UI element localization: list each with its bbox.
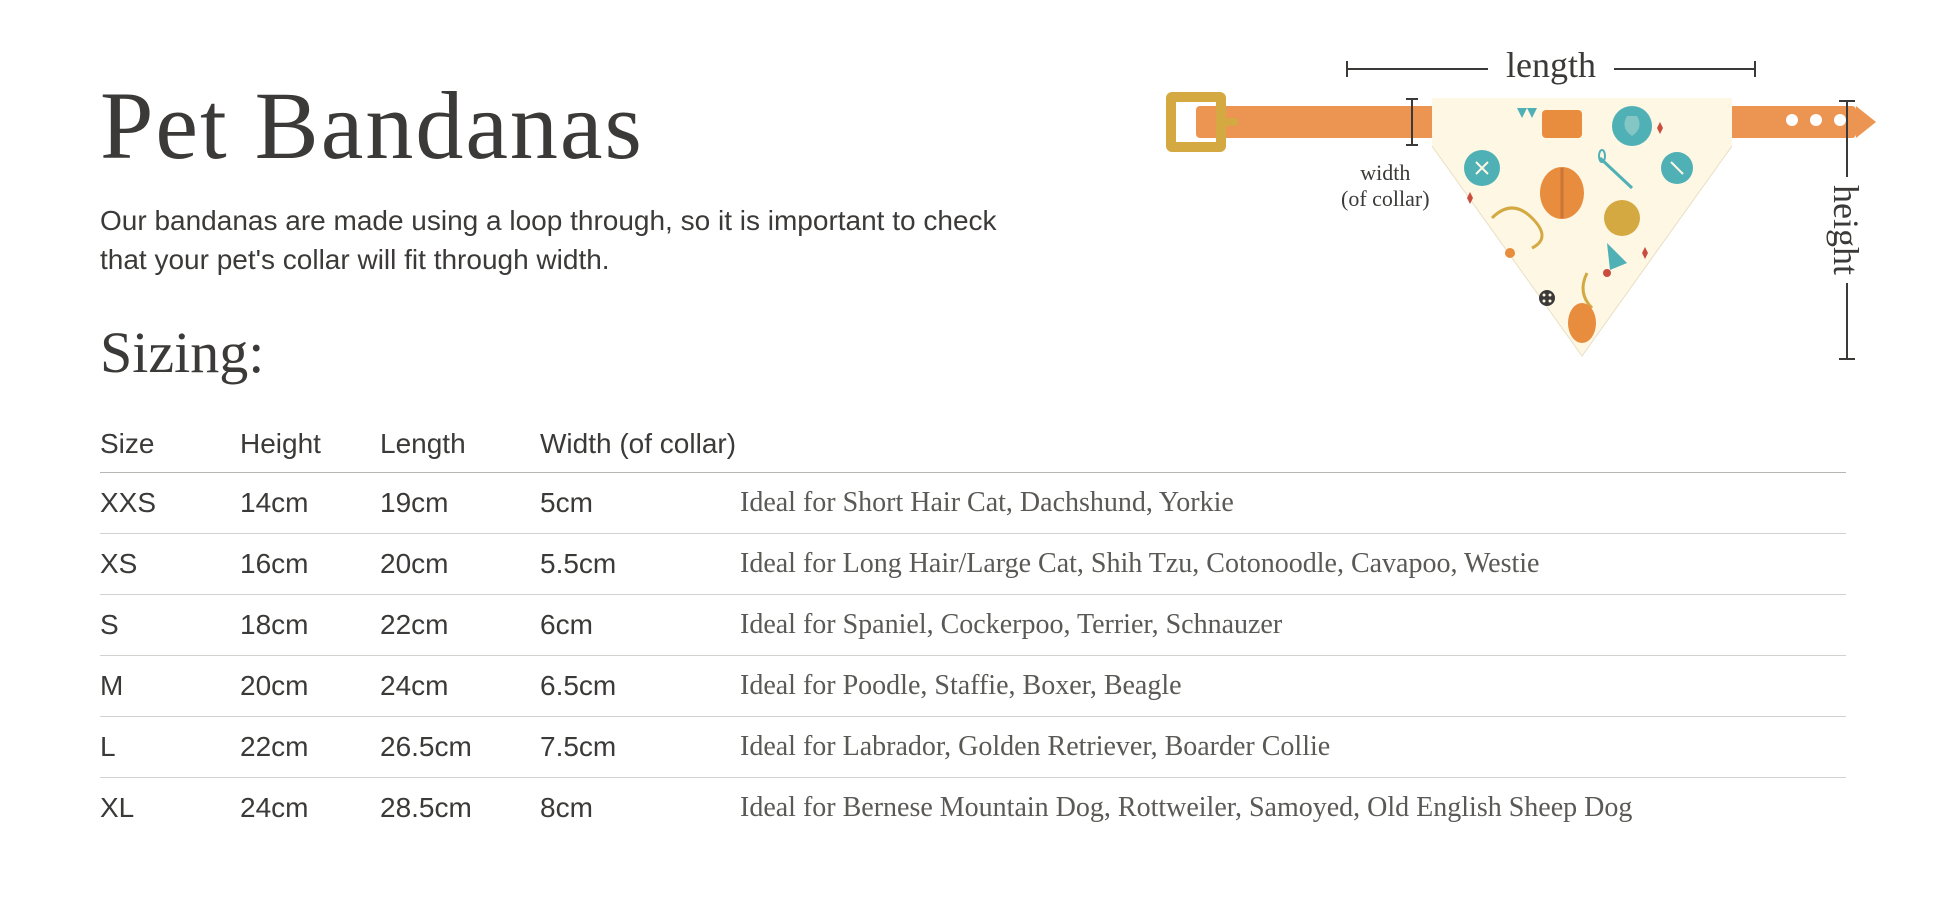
cell-ideal: Ideal for Short Hair Cat, Dachshund, Yor… bbox=[740, 473, 1846, 534]
table-row: XXS14cm19cm5cmIdeal for Short Hair Cat, … bbox=[100, 473, 1846, 534]
cell-length: 26.5cm bbox=[380, 717, 540, 778]
cell-width: 5cm bbox=[540, 473, 740, 534]
cell-width: 6.5cm bbox=[540, 656, 740, 717]
table-header-row: Size Height Length Width (of collar) bbox=[100, 416, 1846, 473]
cell-length: 28.5cm bbox=[380, 778, 540, 839]
cell-width: 7.5cm bbox=[540, 717, 740, 778]
cell-size: M bbox=[100, 656, 240, 717]
width-label: width (of collar) bbox=[1341, 160, 1430, 213]
table-row: M20cm24cm6.5cmIdeal for Poodle, Staffie,… bbox=[100, 656, 1846, 717]
table-row: XL24cm28.5cm8cmIdeal for Bernese Mountai… bbox=[100, 778, 1846, 839]
cell-ideal: Ideal for Long Hair/Large Cat, Shih Tzu,… bbox=[740, 534, 1846, 595]
buckle-icon bbox=[1166, 92, 1226, 152]
table-row: S18cm22cm6cmIdeal for Spaniel, Cockerpoo… bbox=[100, 595, 1846, 656]
cell-width: 5.5cm bbox=[540, 534, 740, 595]
cell-height: 20cm bbox=[240, 656, 380, 717]
table-row: XS16cm20cm5.5cmIdeal for Long Hair/Large… bbox=[100, 534, 1846, 595]
cell-length: 20cm bbox=[380, 534, 540, 595]
cell-width: 6cm bbox=[540, 595, 740, 656]
cell-width: 8cm bbox=[540, 778, 740, 839]
col-header-size: Size bbox=[100, 416, 240, 473]
cell-height: 16cm bbox=[240, 534, 380, 595]
cell-size: S bbox=[100, 595, 240, 656]
bandana-illustration: length width (of collar) bbox=[1166, 30, 1886, 380]
length-indicator: length bbox=[1346, 48, 1756, 90]
cell-height: 14cm bbox=[240, 473, 380, 534]
col-header-height: Height bbox=[240, 416, 380, 473]
sizing-table: Size Height Length Width (of collar) XXS… bbox=[100, 416, 1846, 838]
cell-size: L bbox=[100, 717, 240, 778]
cell-size: XS bbox=[100, 534, 240, 595]
cell-ideal: Ideal for Spaniel, Cockerpoo, Terrier, S… bbox=[740, 595, 1846, 656]
cell-height: 18cm bbox=[240, 595, 380, 656]
height-indicator: height bbox=[1826, 100, 1866, 360]
cell-length: 24cm bbox=[380, 656, 540, 717]
table-row: L22cm26.5cm7.5cmIdeal for Labrador, Gold… bbox=[100, 717, 1846, 778]
description-text: Our bandanas are made using a loop throu… bbox=[100, 201, 1000, 279]
bandana-graphic bbox=[1432, 98, 1732, 358]
cell-ideal: Ideal for Bernese Mountain Dog, Rottweil… bbox=[740, 778, 1846, 839]
width-bracket bbox=[1402, 98, 1422, 146]
height-label: height bbox=[1825, 177, 1867, 283]
cell-ideal: Ideal for Poodle, Staffie, Boxer, Beagle bbox=[740, 656, 1846, 717]
cell-ideal: Ideal for Labrador, Golden Retriever, Bo… bbox=[740, 717, 1846, 778]
cell-height: 24cm bbox=[240, 778, 380, 839]
col-header-width: Width (of collar) bbox=[540, 416, 740, 473]
cell-size: XXS bbox=[100, 473, 240, 534]
cell-size: XL bbox=[100, 778, 240, 839]
length-label: length bbox=[1488, 44, 1614, 86]
col-header-length: Length bbox=[380, 416, 540, 473]
col-header-ideal bbox=[740, 416, 1846, 473]
cell-length: 22cm bbox=[380, 595, 540, 656]
cell-height: 22cm bbox=[240, 717, 380, 778]
cell-length: 19cm bbox=[380, 473, 540, 534]
